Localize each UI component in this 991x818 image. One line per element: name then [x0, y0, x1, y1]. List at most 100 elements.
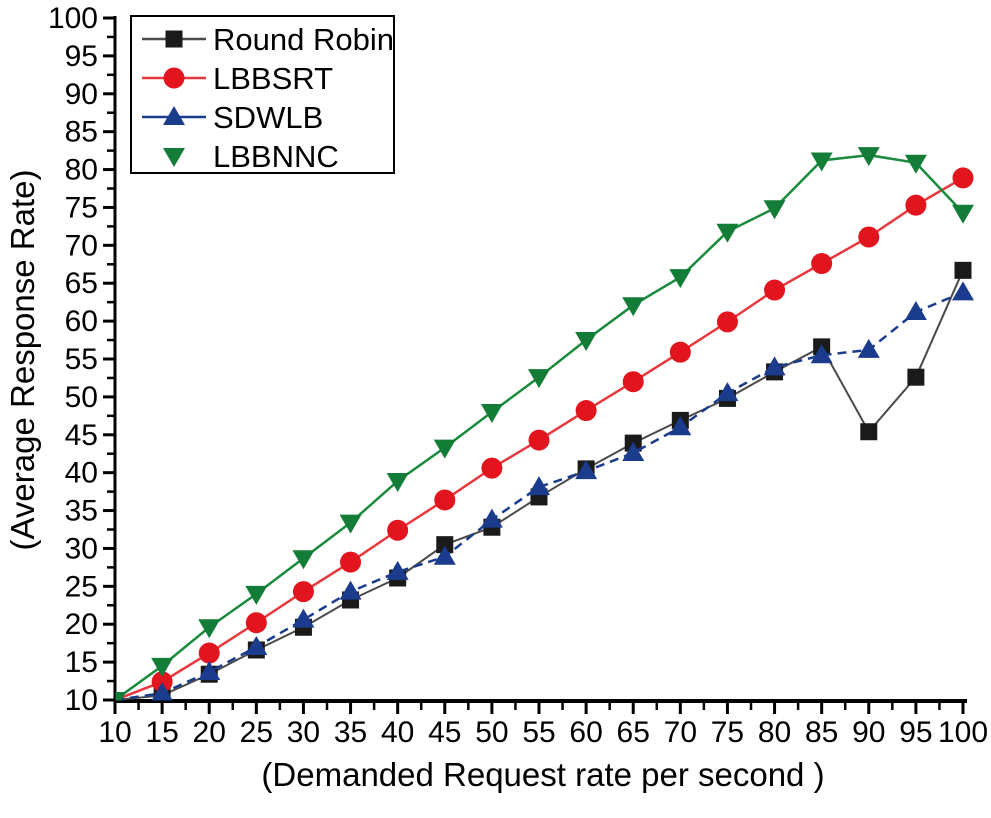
data-point-sdwlb: [622, 441, 645, 461]
y-tick-label: 65: [65, 267, 98, 300]
data-point-lbbsrt: [292, 581, 314, 603]
data-point-round-robin: [436, 536, 454, 554]
x-tick-label: 55: [522, 716, 555, 749]
data-point-lbbsrt: [387, 519, 409, 541]
data-point-sdwlb: [245, 635, 268, 655]
y-tick-label: 30: [65, 532, 98, 565]
data-point-lbbnnc: [245, 585, 268, 605]
data-point-lbbsrt: [952, 167, 974, 189]
data-point-lbbsrt: [858, 226, 880, 248]
x-tick-label: 95: [899, 716, 932, 749]
data-point-sdwlb: [339, 580, 362, 600]
data-point-round-robin: [954, 261, 972, 279]
data-point-round-robin: [907, 368, 925, 386]
x-tick-label: 50: [475, 716, 508, 749]
y-tick-label: 90: [65, 78, 98, 111]
y-tick-label: 35: [65, 495, 98, 528]
series-sdwlb: [115, 281, 974, 701]
data-point-sdwlb: [151, 682, 173, 701]
data-point-sdwlb: [904, 301, 927, 321]
y-tick-label: 15: [65, 646, 98, 679]
series-lbbnnc: [115, 147, 974, 701]
x-tick-label: 90: [852, 716, 885, 749]
legend-label: Round Robin: [213, 22, 394, 57]
legend: Round Robin LBBSRT SDWLB LBBNNC: [130, 15, 395, 174]
x-tick-label: 30: [287, 716, 320, 749]
data-point-sdwlb: [292, 608, 315, 628]
data-point-sdwlb: [810, 344, 833, 364]
data-point-lbbsrt: [905, 194, 927, 216]
x-tick-label: 75: [711, 716, 744, 749]
data-point-lbbsrt: [669, 341, 691, 363]
legend-item-lbbsrt: LBBSRT: [142, 61, 333, 96]
data-point-sdwlb: [575, 460, 598, 480]
data-point-lbbsrt: [151, 671, 173, 693]
data-point-lbbsrt: [764, 279, 786, 301]
y-tick-label: 40: [65, 457, 98, 490]
y-tick-label: 75: [65, 191, 98, 224]
plot-area: 10 15 20 25 30 35 40 45 50 55 60 65 70 75 80 85 90 95 1001…: [48, 2, 988, 749]
data-point-lbbnnc: [339, 514, 362, 534]
circle-marker-icon: [163, 67, 185, 89]
y-tick-label: 95: [65, 40, 98, 73]
data-point-lbbnnc: [763, 200, 786, 220]
legend-item-lbbnnc: LBBNNC: [163, 139, 339, 174]
x-tick-label: 15: [145, 716, 178, 749]
x-axis-title: (Demanded Request rate per second ): [261, 756, 824, 793]
legend-item-sdwlb: SDWLB: [142, 100, 323, 135]
data-point-lbbnnc: [151, 657, 174, 677]
data-point-lbbsrt: [198, 642, 220, 664]
data-point-lbbnnc: [716, 223, 739, 243]
y-tick-label: 70: [65, 229, 98, 262]
data-point-lbbnnc: [857, 147, 880, 167]
data-point-lbbsrt: [575, 400, 597, 422]
data-point-sdwlb: [716, 382, 739, 402]
legend-item-round-robin: Round Robin: [142, 22, 394, 57]
x-tick-label: 100: [938, 716, 988, 749]
y-tick-label: 50: [65, 381, 98, 414]
data-point-sdwlb: [857, 338, 880, 358]
series-round-robin: [115, 261, 972, 701]
x-tick-label: 65: [617, 716, 650, 749]
y-tick-label: 25: [65, 570, 98, 603]
data-point-lbbnnc: [810, 152, 833, 172]
data-point-sdwlb: [433, 545, 456, 565]
data-point-lbbsrt: [528, 429, 550, 451]
data-point-lbbnnc: [480, 404, 503, 424]
data-point-sdwlb: [528, 476, 550, 496]
data-point-round-robin: [860, 423, 878, 441]
data-point-lbbnnc: [575, 332, 598, 352]
data-point-lbbsrt: [245, 612, 267, 634]
data-point-lbbsrt: [340, 551, 362, 573]
data-point-sdwlb: [763, 356, 786, 376]
series-lbbsrt: [115, 167, 974, 701]
data-point-lbbnnc: [952, 204, 974, 224]
y-tick-label: 45: [65, 419, 98, 452]
x-tick-label: 40: [381, 716, 414, 749]
data-point-lbbsrt: [716, 311, 738, 333]
x-tick-label: 70: [664, 716, 697, 749]
data-point-sdwlb: [669, 416, 692, 436]
legend-label: LBBNNC: [213, 139, 339, 174]
data-point-sdwlb: [386, 560, 409, 580]
x-tick-label: 10: [98, 716, 131, 749]
legend-label: SDWLB: [213, 100, 323, 135]
data-point-lbbnnc: [198, 619, 221, 639]
y-tick-label: 100: [48, 2, 98, 35]
data-point-sdwlb: [480, 508, 503, 528]
y-tick-label: 60: [65, 305, 98, 338]
x-tick-label: 80: [758, 716, 791, 749]
y-axis-title: (Average Response Rate): [4, 170, 41, 551]
triangle-up-marker-icon: [163, 106, 185, 125]
x-tick-label: 85: [805, 716, 838, 749]
data-point-lbbsrt: [481, 457, 503, 479]
data-point-lbbnnc: [386, 473, 409, 493]
y-tick-label: 55: [65, 343, 98, 376]
data-point-lbbnnc: [622, 297, 645, 317]
x-tick-label: 60: [569, 716, 602, 749]
data-point-lbbsrt: [622, 371, 644, 393]
data-point-lbbnnc: [292, 550, 315, 570]
x-tick-label: 35: [334, 716, 367, 749]
y-tick-label: 80: [65, 154, 98, 187]
